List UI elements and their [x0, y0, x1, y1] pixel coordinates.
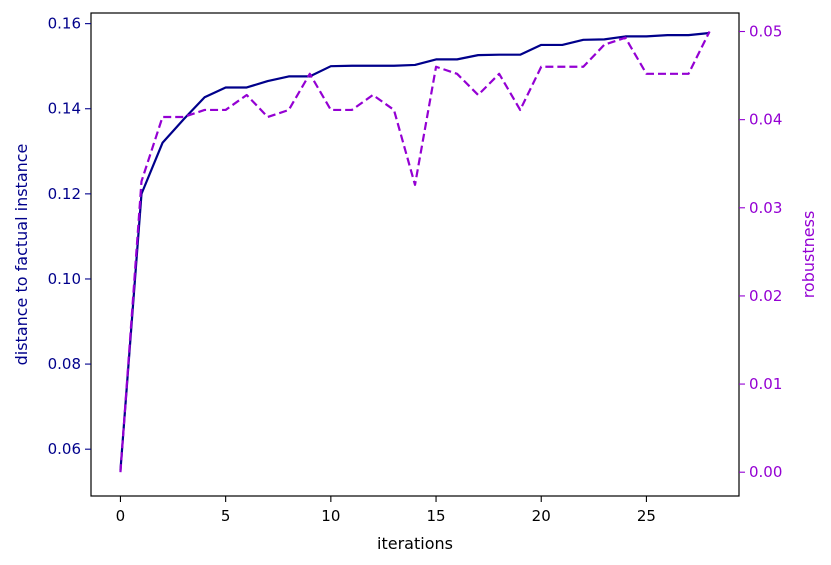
- left-y-tick-label: 0.08: [48, 355, 81, 373]
- right-y-tick-label: 0.04: [749, 111, 782, 129]
- x-tick-label: 0: [116, 507, 126, 525]
- robustness-series-line: [119, 31, 711, 473]
- axes: 0 5 10 15 20 25 0.06 0.08 0.10 0.12 0.14 0.16 0.00 0.…: [48, 12, 782, 525]
- x-tick-label: 20: [532, 507, 551, 525]
- plot-area: [119, 31, 711, 473]
- right-y-tick-label: 0.01: [749, 375, 782, 393]
- x-tick-label: 10: [321, 507, 340, 525]
- left-y-tick-label: 0.12: [48, 185, 81, 203]
- right-y-tick-label: 0.03: [749, 199, 782, 217]
- left-y-tick-label: 0.16: [48, 15, 81, 33]
- distance-series-line: [119, 31, 710, 471]
- right-y-tick-label: 0.02: [749, 287, 782, 305]
- plot-frame: [90, 12, 740, 497]
- right-y-tick-label: 0.05: [749, 23, 782, 41]
- left-y-tick-label: 0.10: [48, 270, 81, 288]
- left-y-tick-label: 0.06: [48, 440, 81, 458]
- right-y-axis-label: robustness: [799, 211, 818, 299]
- right-y-tick-label: 0.00: [749, 463, 782, 481]
- x-axis-label: iterations: [377, 534, 453, 553]
- left-y-axis-label: distance to factual instance: [12, 144, 31, 366]
- x-tick-label: 5: [221, 507, 231, 525]
- x-tick-label: 25: [637, 507, 656, 525]
- left-y-tick-label: 0.14: [48, 100, 81, 118]
- x-tick-label: 15: [426, 507, 445, 525]
